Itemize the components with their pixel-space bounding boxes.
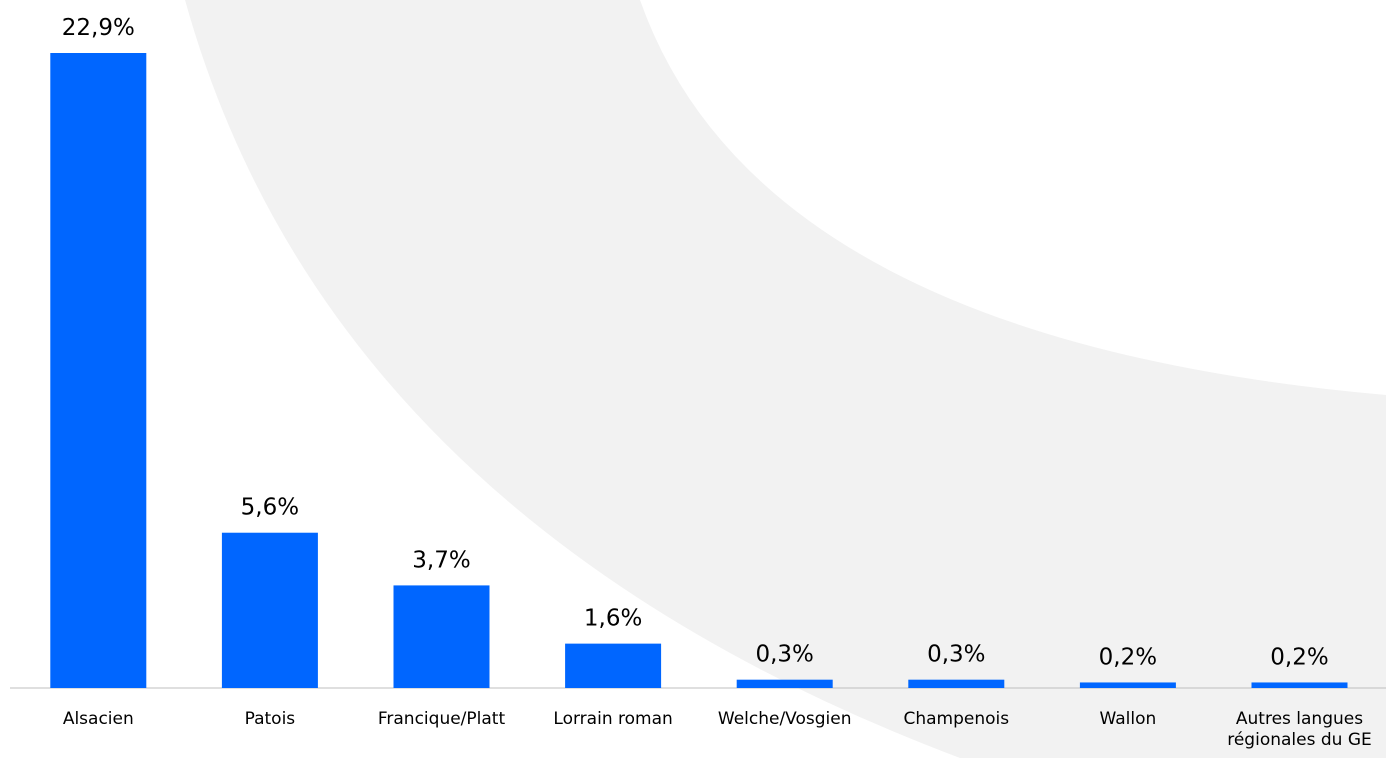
bar: [393, 585, 490, 688]
value-label: 22,9%: [62, 15, 135, 41]
x-tick-label: Patois: [244, 709, 296, 729]
x-tick-label: Wallon: [1099, 709, 1157, 729]
background-shape: [185, 0, 1386, 758]
x-tick-label: Francique/Platt: [377, 709, 506, 729]
x-tick-label: Champenois: [903, 709, 1010, 729]
x-tick-label: Alsacien: [62, 709, 134, 729]
bar: [1251, 682, 1348, 688]
bar: [736, 679, 833, 688]
value-label: 0,2%: [1270, 644, 1328, 670]
bar: [565, 643, 662, 688]
x-tick-label: Welche/Vosgien: [717, 709, 852, 729]
bar: [50, 53, 147, 688]
value-label: 0,3%: [755, 642, 813, 668]
bar: [1079, 682, 1176, 688]
value-label: 1,6%: [584, 606, 642, 632]
value-label: 3,7%: [412, 547, 470, 573]
value-label: 0,2%: [1099, 644, 1157, 670]
bar: [221, 532, 318, 688]
x-tick-label: Autres langues régionales du GE: [1227, 709, 1372, 750]
value-label: 5,6%: [241, 495, 299, 521]
x-tick-label: Lorrain roman: [553, 709, 673, 729]
value-label: 0,3%: [927, 642, 985, 668]
bar: [908, 679, 1005, 688]
